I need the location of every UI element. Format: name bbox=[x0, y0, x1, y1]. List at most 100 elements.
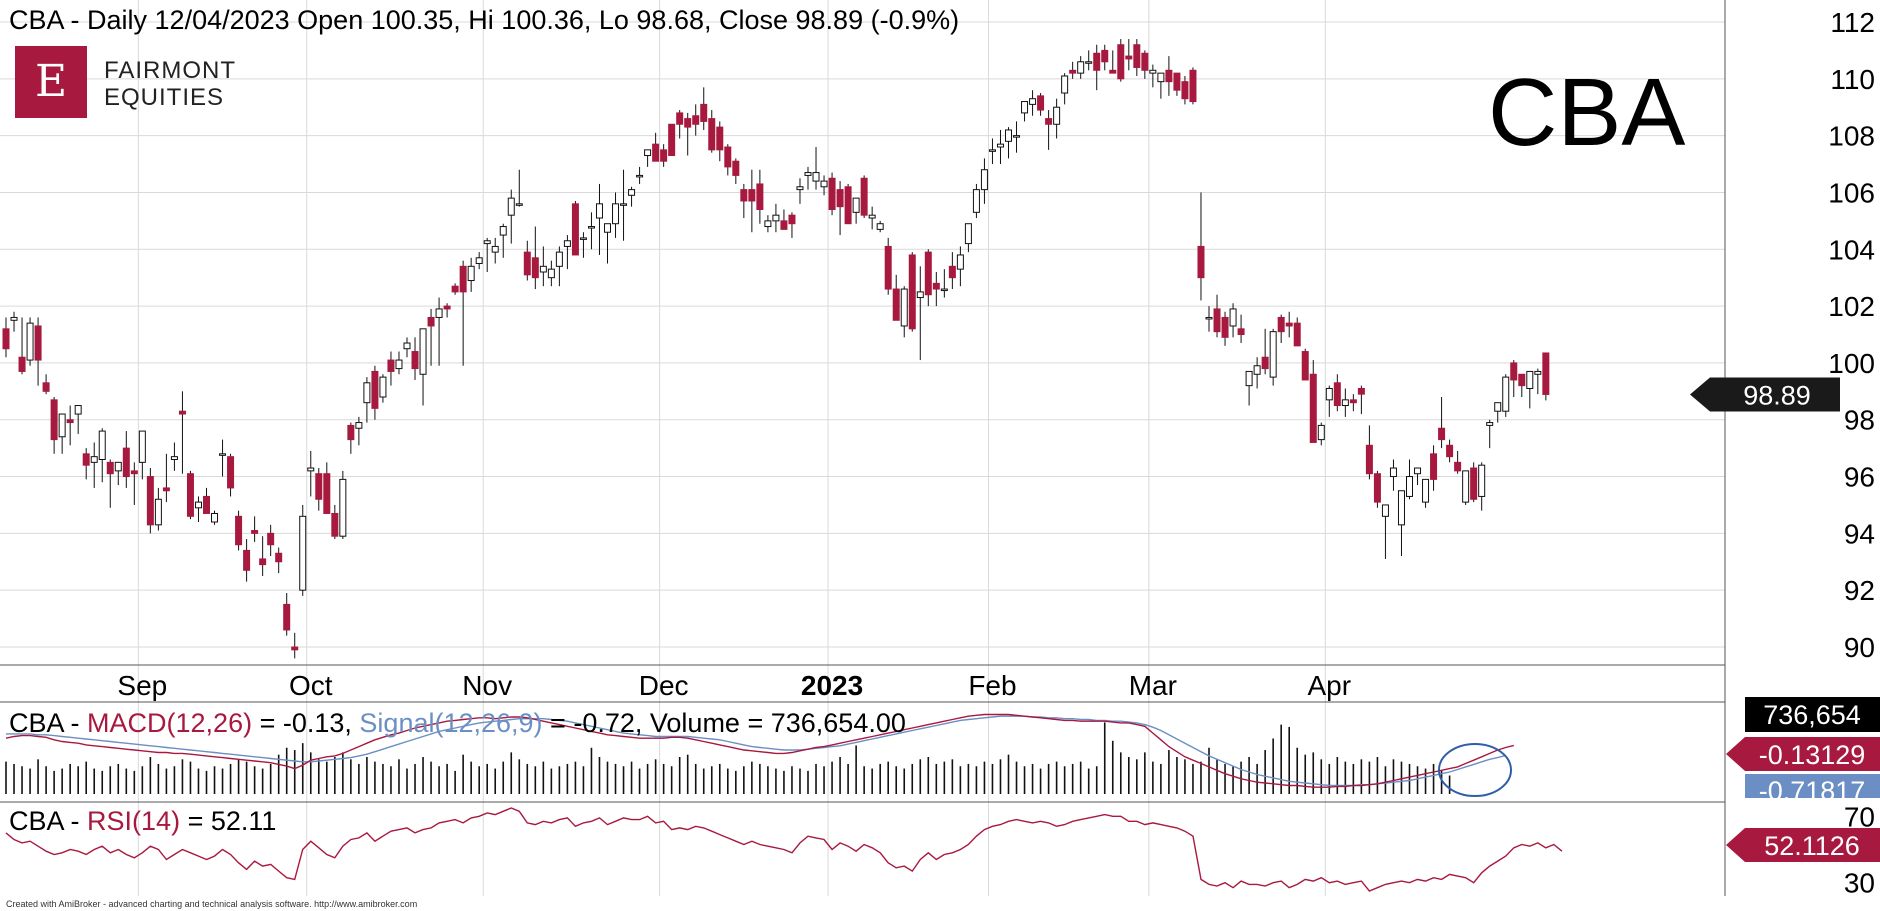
candle bbox=[804, 166, 812, 190]
candle-body bbox=[876, 223, 884, 230]
candle-body bbox=[50, 399, 58, 441]
candle bbox=[1021, 101, 1029, 122]
candle bbox=[980, 158, 988, 204]
candle-body bbox=[515, 203, 523, 206]
candle bbox=[988, 138, 996, 165]
candle bbox=[1189, 67, 1197, 105]
candle bbox=[1085, 50, 1093, 71]
candle-body bbox=[219, 453, 227, 456]
candle bbox=[1397, 490, 1405, 557]
candle bbox=[363, 377, 371, 423]
candle-body bbox=[900, 288, 908, 327]
candle-body bbox=[547, 268, 555, 279]
candle-body bbox=[1253, 365, 1261, 375]
candle-body bbox=[1045, 118, 1053, 125]
candle-body bbox=[42, 382, 50, 392]
candle bbox=[1117, 39, 1125, 82]
candle bbox=[10, 311, 18, 332]
date-tick-label: Nov bbox=[462, 670, 512, 701]
candle-body bbox=[1534, 370, 1542, 375]
candle-body bbox=[18, 356, 26, 372]
candle-body bbox=[475, 257, 483, 264]
candle bbox=[275, 547, 283, 574]
candle-body bbox=[1189, 69, 1197, 103]
candle bbox=[1181, 75, 1189, 105]
rsi-value-label: 52.1126 bbox=[1764, 831, 1860, 861]
candle-body bbox=[379, 376, 387, 398]
candle-body bbox=[908, 254, 916, 330]
candle bbox=[106, 459, 114, 508]
candle bbox=[772, 203, 780, 233]
candle-body bbox=[1542, 352, 1550, 395]
candle-body bbox=[211, 512, 219, 523]
volume-value-tag bbox=[1745, 697, 1880, 732]
candle-body bbox=[1381, 504, 1389, 517]
candle-body bbox=[652, 143, 660, 162]
panel-frames bbox=[0, 0, 1726, 896]
candle bbox=[1285, 311, 1293, 338]
candle-body bbox=[1005, 129, 1012, 142]
candle-body bbox=[1470, 467, 1478, 500]
signal-value-label: -0.71817 bbox=[1759, 776, 1866, 806]
candle-body bbox=[571, 203, 579, 256]
candle-body bbox=[1301, 351, 1309, 381]
candle-body bbox=[411, 351, 419, 370]
fairmont-logo: E bbox=[15, 46, 87, 118]
candle-body bbox=[1117, 44, 1125, 80]
price-tick-label: 106 bbox=[1828, 177, 1875, 208]
candle bbox=[259, 536, 267, 576]
candle-body bbox=[1269, 331, 1277, 378]
candle bbox=[1325, 385, 1333, 417]
candle bbox=[1486, 419, 1494, 449]
price-tick-label: 104 bbox=[1828, 234, 1875, 265]
candle-body bbox=[660, 149, 668, 162]
candle-body bbox=[1133, 44, 1141, 68]
candle bbox=[339, 470, 347, 540]
candle-body bbox=[1478, 464, 1486, 497]
candle-body bbox=[980, 169, 988, 191]
candle-body bbox=[299, 515, 307, 591]
candle-body bbox=[1285, 322, 1293, 327]
rsi-line bbox=[5, 807, 1563, 892]
candle-body bbox=[1245, 370, 1253, 387]
candle bbox=[796, 178, 804, 204]
candle bbox=[379, 374, 387, 403]
candle bbox=[2, 317, 10, 358]
candle bbox=[612, 192, 620, 238]
candle-body bbox=[1349, 399, 1357, 404]
candle-body bbox=[1221, 316, 1229, 338]
candle-body bbox=[724, 146, 732, 168]
candle bbox=[1013, 121, 1021, 153]
candle-body bbox=[1029, 98, 1037, 105]
candle-body bbox=[1486, 422, 1494, 426]
candle bbox=[724, 144, 732, 176]
price-tick-label: 90 bbox=[1844, 632, 1875, 663]
candle bbox=[884, 237, 892, 295]
candle-body bbox=[138, 430, 146, 463]
candle-body bbox=[427, 316, 435, 327]
candle bbox=[644, 149, 652, 167]
candle-body bbox=[884, 245, 892, 290]
candle bbox=[1277, 314, 1285, 344]
candle bbox=[243, 539, 251, 582]
candle-body bbox=[555, 251, 563, 267]
candle-body bbox=[708, 118, 716, 151]
candle bbox=[1269, 328, 1277, 386]
candle-body bbox=[419, 328, 427, 375]
candle-body bbox=[259, 558, 267, 566]
candle bbox=[18, 317, 26, 375]
candle bbox=[587, 212, 595, 250]
candle-body bbox=[1141, 52, 1149, 71]
candle-body bbox=[1037, 95, 1045, 111]
candle-body bbox=[162, 487, 170, 492]
candle bbox=[604, 223, 611, 264]
date-axis: Sep Oct Nov Dec 2023 Feb Mar Apr bbox=[117, 670, 1351, 701]
candle-body bbox=[1430, 453, 1438, 480]
candle-body bbox=[146, 476, 154, 526]
candle-body bbox=[604, 223, 611, 233]
candle-body bbox=[628, 189, 636, 196]
candle bbox=[186, 470, 194, 520]
candle bbox=[820, 175, 828, 196]
candle bbox=[700, 87, 708, 130]
candle-body bbox=[403, 342, 411, 350]
